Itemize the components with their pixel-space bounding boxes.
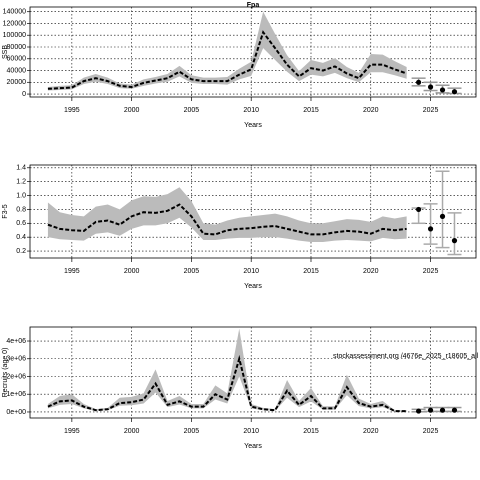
plot-frame <box>29 326 477 419</box>
point <box>427 84 434 90</box>
y-tick-label: 1.4 <box>16 165 26 172</box>
point <box>439 407 446 413</box>
y-tick-label: 20000 <box>7 79 27 86</box>
point <box>451 89 458 95</box>
y-tick-label: 0 <box>22 91 26 98</box>
confidence-band <box>47 11 407 91</box>
confidence-band <box>47 187 407 243</box>
x-tick-label: 2000 <box>124 268 140 275</box>
y-tick-label: 1.2 <box>16 179 26 186</box>
x-tick-label: 2015 <box>303 428 319 435</box>
point <box>439 87 446 93</box>
x-tick-label: 2020 <box>363 268 379 275</box>
y-tick-label: 4e+06 <box>6 338 26 345</box>
x-tick-label: 2000 <box>124 428 140 435</box>
x-tick-label: 2025 <box>423 428 439 435</box>
y-tick-label: 100000 <box>3 32 26 39</box>
x-tick-label: 2005 <box>184 107 200 114</box>
x-tick-label: 2025 <box>423 268 439 275</box>
point <box>439 213 446 219</box>
point <box>416 206 422 213</box>
y-axis-title: SSB <box>2 45 9 59</box>
point <box>451 407 458 413</box>
x-tick-label: 2000 <box>124 107 140 114</box>
x-axis-title: Years <box>244 443 262 450</box>
y-tick-label: 0.8 <box>16 206 26 213</box>
x-tick-label: 1995 <box>64 268 80 275</box>
x-axis-title: Years <box>244 122 262 129</box>
y-tick-label: 0e+00 <box>6 409 26 416</box>
y-tick-label: 40000 <box>7 67 27 74</box>
point <box>427 226 434 232</box>
annotation: stockassessment.org /4676e_2025_r18605_a… <box>333 353 480 360</box>
y-axis-title: F3-5 <box>2 204 9 219</box>
x-tick-label: 2020 <box>363 107 379 114</box>
point <box>427 407 434 413</box>
x-tick-label: 1995 <box>64 107 80 114</box>
point <box>416 79 422 85</box>
y-tick-label: 0.4 <box>16 234 26 241</box>
plot-frame <box>29 6 477 98</box>
chart-title: Fpa <box>247 2 260 9</box>
y-tick-label: 1.0 <box>16 192 26 199</box>
x-tick-label: 2025 <box>423 107 439 114</box>
y-tick-label: 3e+06 <box>6 356 26 363</box>
y-tick-label: 60000 <box>7 56 27 63</box>
y-tick-label: 0.2 <box>16 248 26 255</box>
x-tick-label: 2015 <box>303 107 319 114</box>
x-tick-label: 2010 <box>243 428 259 435</box>
x-tick-label: 2005 <box>184 268 200 275</box>
y-tick-label: 1e+06 <box>6 391 26 398</box>
x-axis-title: Years <box>244 283 262 290</box>
y-axis-title: Recruits (age 0) <box>2 348 9 398</box>
x-tick-label: 2010 <box>243 107 259 114</box>
y-tick-label: 80000 <box>7 44 27 51</box>
estimate-line <box>47 354 407 413</box>
x-tick-label: 2010 <box>243 268 259 275</box>
confidence-band <box>47 328 407 412</box>
x-tick-label: 2005 <box>184 428 200 435</box>
estimate-line <box>47 203 407 236</box>
plot-frame <box>29 164 477 259</box>
point <box>451 238 458 244</box>
y-tick-label: 2e+06 <box>6 373 26 380</box>
x-tick-label: 2015 <box>303 268 319 275</box>
y-tick-label: 120000 <box>3 20 26 27</box>
y-tick-label: 140000 <box>3 9 26 16</box>
estimate-line <box>47 30 407 90</box>
x-tick-label: 2020 <box>363 428 379 435</box>
point <box>416 408 422 414</box>
x-tick-label: 1995 <box>64 428 80 435</box>
y-tick-label: 0.6 <box>16 220 26 227</box>
